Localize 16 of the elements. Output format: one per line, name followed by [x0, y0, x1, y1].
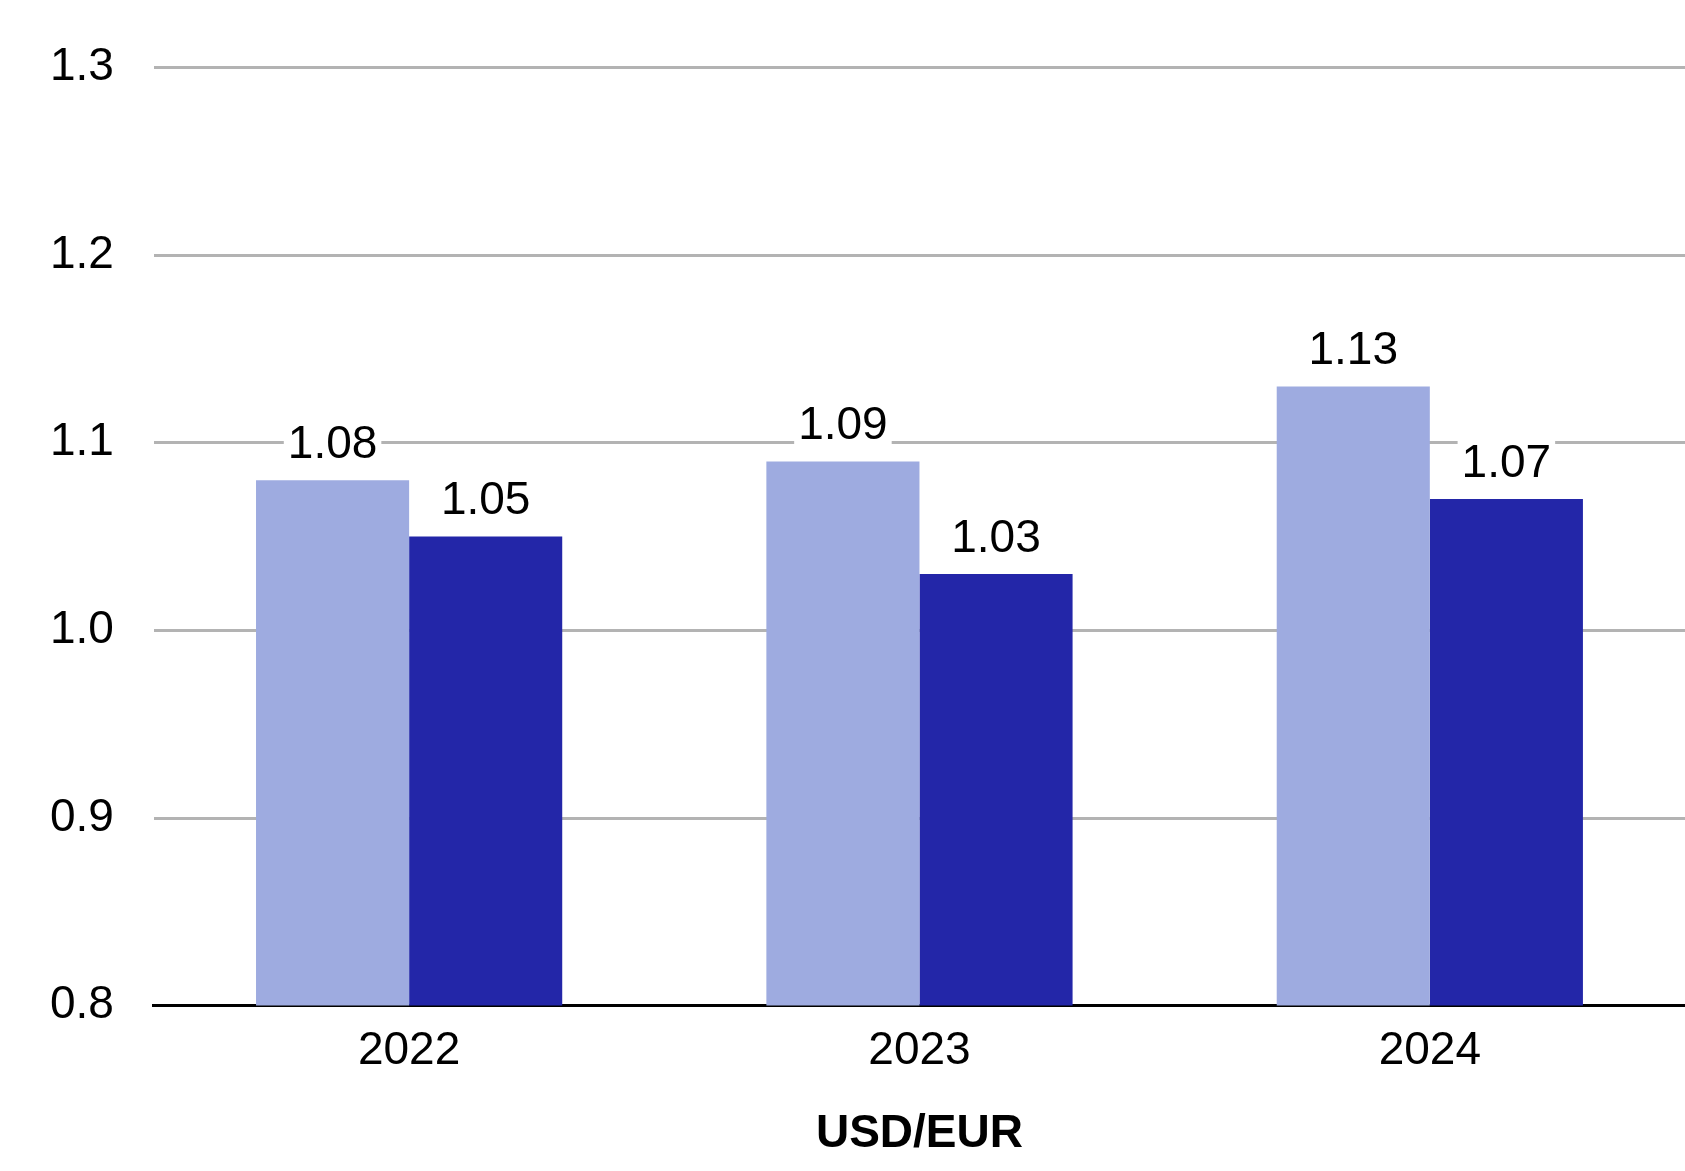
y-tick-label: 1.3 [49, 38, 114, 91]
x-tick-label: 2022 [357, 1021, 461, 1074]
data-label: 1.05 [440, 472, 531, 525]
x-axis-title: USD/EUR [815, 1105, 1023, 1158]
data-label: 1.13 [1308, 322, 1399, 375]
y-tick-label: 1.0 [49, 601, 114, 654]
x-tick-label: 2024 [1378, 1021, 1481, 1074]
data-label: 1.07 [1461, 434, 1552, 487]
data-label: 1.03 [951, 509, 1041, 562]
y-tick-label: 0.8 [49, 976, 114, 1029]
y-tick-label: 0.9 [49, 788, 114, 841]
data-label: 1.09 [798, 397, 888, 450]
data-label: 1.08 [287, 416, 378, 469]
y-tick-label: 1.1 [49, 413, 114, 466]
y-tick-label: 1.2 [49, 225, 114, 278]
x-tick-label: 2023 [868, 1021, 971, 1074]
